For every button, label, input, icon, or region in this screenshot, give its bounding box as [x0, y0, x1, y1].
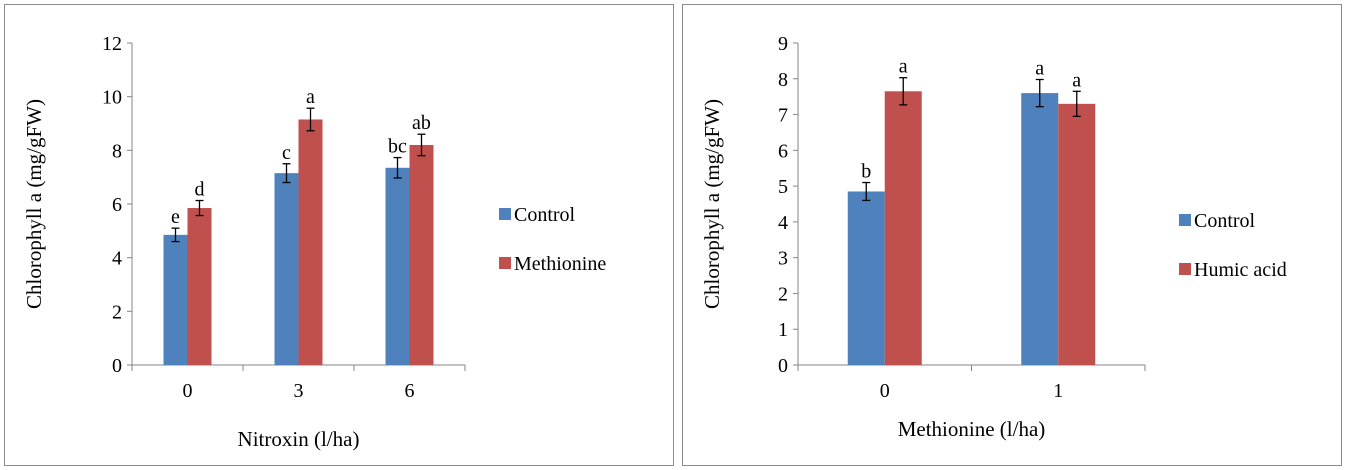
chart-panel-methionine: 0 1 2 3 4 5 6 7 8 9 0 1 b a a a Chlorophyll a (mg/gFW) Me… [682, 4, 1342, 466]
y-tick-label: 0 [112, 355, 122, 377]
y-axis-label: Chlorophyll a (mg/gFW) [700, 99, 724, 309]
y-tick-label: 0 [778, 355, 788, 377]
x-axis-label: Methionine (l/ha) [898, 417, 1046, 441]
y-tick-label: 10 [102, 87, 122, 109]
y-tick-label: 6 [778, 140, 788, 162]
bar-methionine [298, 119, 323, 365]
significance-label: e [171, 206, 180, 228]
legend-swatch [499, 208, 511, 220]
significance-label: b [861, 161, 871, 183]
significance-label: c [282, 142, 291, 164]
significance-label: a [306, 86, 315, 108]
significance-label: d [195, 179, 205, 201]
y-tick-label: 6 [112, 194, 122, 216]
chart-methionine: 0 1 2 3 4 5 6 7 8 9 0 1 b a a a Chlorophyll a (mg/gFW) Me… [700, 33, 1287, 441]
y-tick-label: 8 [778, 69, 788, 91]
x-tick-label: 6 [405, 380, 415, 402]
y-tick-label: 4 [778, 212, 788, 234]
bar-control [385, 167, 410, 365]
bar-control [1021, 93, 1059, 365]
y-tick-label: 2 [778, 283, 788, 305]
legend-label: Control [1194, 210, 1256, 232]
chart-nitroxin: 0 2 4 6 8 10 12 0 3 6 e c bc d a ab Chlorophyll a (mg/gF… [22, 33, 606, 451]
significance-label: a [1035, 57, 1044, 79]
bar-control [163, 234, 188, 365]
y-tick-label: 5 [778, 176, 788, 198]
legend-swatch [1179, 263, 1191, 275]
significance-label: a [899, 56, 908, 78]
y-tick-label: 1 [778, 319, 788, 341]
legend-label: Control [514, 204, 576, 226]
bar-humic-acid [884, 91, 922, 366]
y-axis-label: Chlorophyll a (mg/gFW) [22, 99, 46, 309]
bar-control [274, 173, 299, 365]
bar-control [847, 191, 885, 365]
legend-label: Humic acid [1194, 259, 1287, 281]
y-tick-label: 7 [778, 105, 788, 127]
chart-panel-nitroxin: 0 2 4 6 8 10 12 0 3 6 e c bc d a ab Chlorophyll a (mg/gF… [4, 4, 674, 466]
bar-humic-acid [1058, 103, 1096, 366]
x-tick-label: 0 [880, 380, 890, 402]
y-tick-label: 12 [102, 33, 122, 55]
significance-label: ab [412, 112, 431, 134]
x-tick-label: 3 [294, 380, 304, 402]
significance-label: a [1072, 69, 1081, 91]
significance-label: bc [388, 136, 407, 158]
x-tick-label: 1 [1053, 380, 1063, 402]
x-axis-label: Nitroxin (l/ha) [238, 427, 360, 451]
y-tick-label: 4 [112, 248, 122, 270]
bar-methionine [187, 208, 212, 365]
y-tick-label: 8 [112, 140, 122, 162]
legend-label: Methionine [514, 253, 606, 275]
bar-methionine [409, 144, 434, 365]
y-tick-label: 9 [778, 33, 788, 55]
legend-swatch [499, 257, 511, 269]
legend-swatch [1179, 214, 1191, 226]
x-tick-label: 0 [183, 380, 193, 402]
y-tick-label: 3 [778, 248, 788, 270]
y-tick-label: 2 [112, 301, 122, 323]
